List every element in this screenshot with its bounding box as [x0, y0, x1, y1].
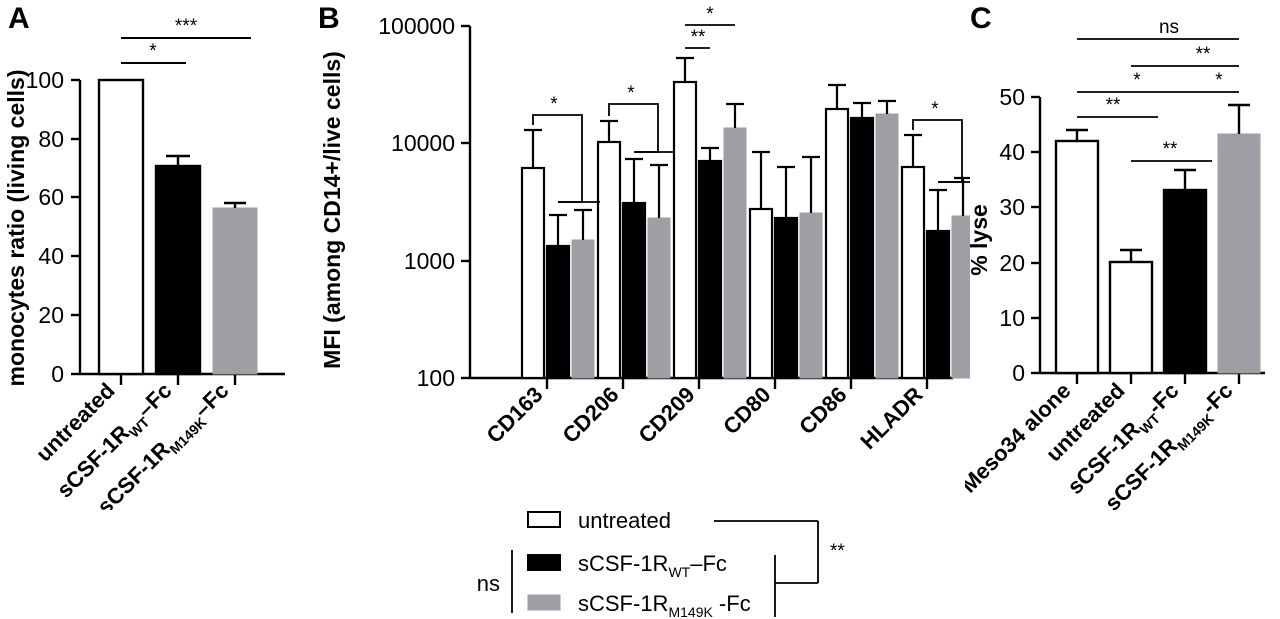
panel-a-ytick-100: 100 — [26, 67, 64, 93]
bar-b-hladr-untreated — [900, 165, 926, 380]
panel-b-cat-5: HLADR — [855, 382, 927, 454]
panel-b-ylabel: MFI (among CD14+/live cells) — [319, 51, 345, 369]
legend: ns untreated sCSF-1RWT–Fc sCSF-1RM149K -… — [477, 508, 846, 619]
bar-c-m149k — [1217, 133, 1261, 374]
panel-c-sig-3: * — [1133, 70, 1141, 91]
panel-c: C % lyse 0 10 20 30 40 50 — [965, 2, 1265, 510]
panel-a-significance — [121, 37, 251, 64]
panel-b-bars — [520, 80, 970, 380]
bar-b-cd80-wt — [773, 216, 799, 380]
panel-c-catlabels: Meso34 alone untreated sCSF-1RWT-Fc sCSF… — [965, 378, 1238, 510]
panel-b-xticks — [545, 378, 929, 389]
panel-b-cat-4: CD86 — [794, 382, 851, 439]
panel-b-cat-2: CD209 — [633, 382, 699, 448]
bar-b-cd206-m149k — [647, 217, 671, 379]
legend-swatch-untreated[interactable] — [527, 511, 561, 528]
panel-a-ytick-0: 0 — [51, 361, 64, 387]
panel-b-ytick-100: 100 — [417, 365, 455, 391]
bar-b-hladr-wt — [925, 229, 951, 380]
panel-b-letter: B — [318, 2, 340, 35]
bar-b-cd209-m149k — [723, 127, 747, 379]
panel-a-ylabel: monocytes ratio (living cells) — [3, 70, 29, 387]
panel-c-sig-2: ** — [1196, 44, 1211, 65]
bar-b-cd86-m149k — [875, 113, 899, 379]
panel-a-ytick-40: 40 — [38, 243, 64, 269]
panel-a-ytick-20: 20 — [38, 302, 64, 328]
bar-b-cd86-untreated — [824, 107, 850, 380]
panel-a-catlabels: untreated sCSF-1RWT–Fc sCSF-1RM149K–Fc — [31, 378, 234, 510]
panel-c-bars — [1054, 133, 1261, 375]
bar-b-cd163-m149k — [571, 239, 595, 379]
panel-b-cat-1: CD206 — [557, 382, 623, 448]
bar-c-untreated — [1108, 260, 1154, 375]
panel-a-ytick-80: 80 — [38, 126, 64, 152]
legend-item-m149k: sCSF-1RM149K -Fc — [578, 591, 751, 619]
bar-b-cd80-m149k — [799, 212, 823, 379]
panel-b-sig-hladr: * — [931, 99, 939, 120]
panel-b-significance — [532, 24, 970, 203]
panel-b-errorbars — [524, 56, 970, 246]
panel-c-ytick-40: 40 — [999, 139, 1025, 165]
panel-a: A monocytes ratio (living cells) 0 20 40… — [3, 2, 285, 510]
bar-wt — [154, 164, 202, 376]
panel-b-yticks: 100 1000 10000 100000 — [378, 13, 470, 391]
panel-c-ylabel: % lyse — [966, 204, 992, 276]
panel-a-ytick-60: 60 — [38, 184, 64, 210]
panel-a-sig-2: * — [149, 41, 157, 62]
bar-b-cd209-wt — [697, 159, 723, 380]
panel-c-xticks — [1075, 373, 1241, 384]
panel-b-catlabels: CD163 CD206 CD209 CD80 CD86 HLADR — [481, 382, 927, 454]
bar-b-cd163-wt — [545, 244, 571, 380]
legend-right-bracket — [714, 520, 819, 617]
bar-b-cd80-untreated — [748, 207, 774, 380]
panel-a-sig-1: *** — [175, 16, 198, 37]
panel-b: B MFI (among CD14+/live cells) 100 1000 … — [318, 2, 970, 454]
panel-c-significance — [1077, 38, 1239, 162]
bar-b-cd209-untreated — [672, 80, 698, 380]
bar-c-wt — [1162, 188, 1208, 375]
bar-b-cd163-untreated — [520, 166, 546, 380]
panel-a-xticks — [119, 374, 237, 385]
bar-b-cd206-wt — [621, 201, 647, 380]
panel-a-letter: A — [8, 2, 30, 35]
bar-m149k — [212, 207, 258, 375]
panel-c-ytick-10: 10 — [999, 305, 1025, 331]
panel-c-yticks — [1031, 95, 1040, 375]
legend-item-untreated: untreated — [578, 508, 671, 533]
panel-c-ytick-30: 30 — [999, 194, 1025, 220]
panel-c-sig-6: ** — [1163, 139, 1178, 160]
panel-c-letter: C — [970, 2, 992, 35]
bar-b-cd86-wt — [849, 116, 875, 380]
panel-a-bars — [97, 78, 258, 376]
panel-c-ytick-0: 0 — [1012, 360, 1025, 386]
panel-b-sig-cd163: * — [550, 94, 558, 115]
panel-c-errorbars — [1066, 103, 1250, 262]
legend-ns-label: ns — [477, 571, 500, 596]
legend-item-wt: sCSF-1RWT–Fc — [578, 551, 727, 580]
bar-b-cd206-untreated — [596, 140, 622, 380]
panel-b-cat-3: CD80 — [718, 382, 775, 439]
panel-b-sig-cd209-b: ** — [691, 27, 706, 48]
panel-c-sig-5: ** — [1106, 95, 1121, 116]
bar-c-meso34 — [1054, 139, 1100, 375]
panel-a-yticks: 0 20 40 60 80 100 — [26, 67, 80, 387]
panel-b-ytick-10000: 10000 — [391, 130, 455, 156]
panel-a-errorbars — [166, 154, 246, 208]
legend-sig-label: ** — [830, 541, 845, 562]
legend-swatch-m149k[interactable] — [527, 594, 561, 611]
panel-b-ytick-100000: 100000 — [378, 13, 455, 39]
panel-c-sig-ns: ns — [1159, 17, 1179, 38]
panel-c-sig-4: * — [1215, 70, 1223, 91]
panel-b-ytick-1000: 1000 — [404, 248, 455, 274]
legend-swatch-wt[interactable] — [527, 554, 561, 571]
panel-b-sig-cd206: * — [627, 83, 635, 104]
panel-b-cat-0: CD163 — [481, 382, 547, 448]
panel-c-ytick-20: 20 — [999, 250, 1025, 276]
bar-untreated — [97, 78, 145, 376]
panel-b-sig-cd209-a: * — [706, 4, 714, 25]
panel-c-yticklabels: 0 10 20 30 40 50 — [999, 84, 1025, 386]
panel-c-ytick-50: 50 — [999, 84, 1025, 110]
